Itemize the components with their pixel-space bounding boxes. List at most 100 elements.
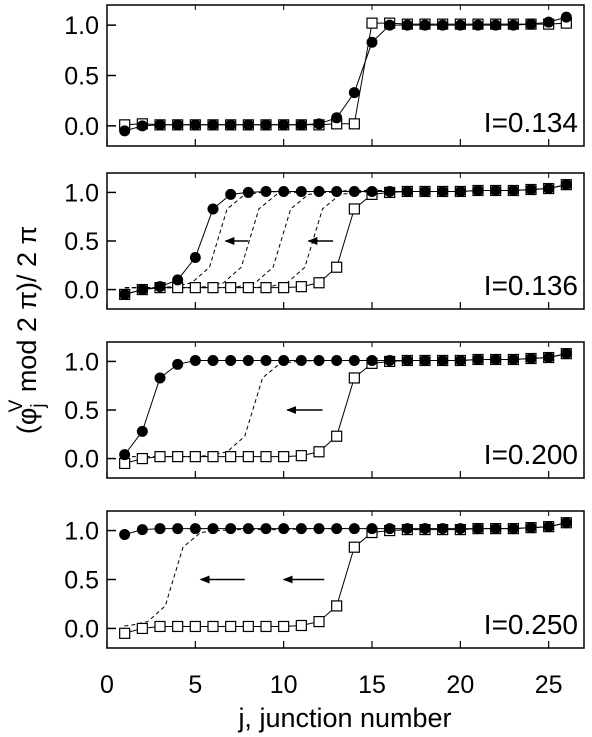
filled-circle-point xyxy=(119,528,131,540)
filled-circle-point xyxy=(154,372,166,384)
open-square-point xyxy=(331,430,343,442)
open-square-point xyxy=(189,451,201,463)
filled-circle-point xyxy=(384,19,396,31)
filled-circle-point xyxy=(543,183,555,195)
filled-circle-point xyxy=(295,354,307,366)
open-square-point xyxy=(278,451,290,463)
filled-circle-point xyxy=(401,19,413,31)
y-tick-label: 1.0 xyxy=(64,12,99,40)
open-square-point xyxy=(189,282,201,294)
open-square-point xyxy=(207,282,219,294)
filled-circle-point xyxy=(543,352,555,364)
open-square-point xyxy=(154,451,166,463)
filled-circle-point xyxy=(454,185,466,197)
filled-circle-point xyxy=(490,523,502,535)
y-axis-title-superscript: V xyxy=(6,399,27,412)
open-square-point xyxy=(366,17,378,29)
panel-label: I=0.134 xyxy=(484,107,578,138)
panel-ticks xyxy=(106,342,550,478)
x-tick-labels: 0 5 10 15 20 25 xyxy=(100,671,563,699)
filled-circle-point xyxy=(154,523,166,535)
filled-circle-point xyxy=(490,19,502,31)
filled-circle-point xyxy=(560,517,572,529)
filled-circle-point xyxy=(472,184,484,196)
y-tick-label: 0.5 xyxy=(64,397,99,425)
filled-circle-point xyxy=(525,18,537,30)
open-square-point xyxy=(295,450,307,462)
filled-circle-point xyxy=(136,284,148,296)
filled-circle-point xyxy=(472,19,484,31)
filled-circle-point xyxy=(242,186,254,198)
filled-circle-point xyxy=(419,19,431,31)
panel-marks xyxy=(119,517,572,639)
panel-label: I=0.250 xyxy=(484,609,578,640)
filled-circle-point xyxy=(119,449,131,461)
filled-circle-point xyxy=(207,354,219,366)
filled-circle-point xyxy=(295,185,307,197)
y-tick-label: 0.5 xyxy=(64,63,99,91)
open-square-point xyxy=(278,282,290,294)
filled-circle-point xyxy=(331,523,343,535)
open-square-point xyxy=(313,446,325,458)
open-square-point xyxy=(225,451,237,463)
filled-circle-point xyxy=(419,354,431,366)
filled-circle-point xyxy=(507,353,519,365)
panel-label: I=0.136 xyxy=(484,270,578,301)
filled-circle-point xyxy=(225,188,237,200)
panel-4: 0.0 0.5 1.0 I=0.250 xyxy=(64,510,585,649)
open-square-point xyxy=(119,627,131,639)
open-square-point xyxy=(313,615,325,628)
filled-circle-point xyxy=(136,425,148,437)
open-square-point xyxy=(348,118,360,130)
y-axis-title-subscript: j xyxy=(28,403,49,408)
dashed-curve xyxy=(124,191,388,295)
filled-circle-point xyxy=(225,523,237,535)
open-square-point xyxy=(260,282,272,294)
filled-circle-point xyxy=(525,353,537,365)
filled-circle-point xyxy=(260,523,272,535)
filled-circle-point xyxy=(348,354,360,366)
filled-circle-point xyxy=(207,203,219,215)
open-square-point xyxy=(172,620,184,633)
dashed-curve xyxy=(124,527,351,634)
filled-circle-point xyxy=(490,353,502,365)
y-tick-label: 1.0 xyxy=(64,348,99,376)
filled-circle-point xyxy=(189,119,201,131)
filled-circle-point xyxy=(384,185,396,197)
open-square-point xyxy=(278,620,290,633)
filled-circle-point xyxy=(507,523,519,535)
open-square-point xyxy=(154,620,166,633)
filled-circle-point xyxy=(242,354,254,366)
filled-circle-point xyxy=(454,19,466,31)
filled-circle-point xyxy=(189,354,201,366)
filled-circle-point xyxy=(437,523,449,535)
x-tick-label: 5 xyxy=(188,671,202,699)
filled-circle-point xyxy=(207,523,219,535)
filled-circle-point xyxy=(560,11,572,23)
open-square-point xyxy=(331,600,343,612)
filled-circle-point xyxy=(331,354,343,366)
filled-circle-point xyxy=(295,119,307,131)
filled-circle-point xyxy=(119,288,131,300)
filled-circle-point xyxy=(207,119,219,131)
open-square-point xyxy=(331,261,343,273)
filled-circle-point xyxy=(119,125,131,137)
filled-circle-point xyxy=(313,354,325,366)
filled-circle-point xyxy=(419,523,431,535)
filled-circle-point xyxy=(225,119,237,131)
panel-ticks xyxy=(106,5,550,146)
panel-1: 0.0 0.5 1.0 I=0.134 xyxy=(64,4,585,147)
open-square-point xyxy=(295,619,307,632)
filled-circle-point xyxy=(348,523,360,535)
open-square-point xyxy=(260,620,272,633)
filled-circle-point xyxy=(278,185,290,197)
y-axis-title-main: (φ xyxy=(12,408,42,435)
filled-circle-point xyxy=(437,354,449,366)
dashed-curve xyxy=(124,190,387,295)
filled-circle-point xyxy=(384,523,396,535)
open-square-point xyxy=(189,620,201,633)
filled-circle-point xyxy=(384,354,396,366)
filled-circle-point xyxy=(189,523,201,535)
filled-circle-point xyxy=(172,358,184,370)
filled-circle-point xyxy=(189,252,201,264)
